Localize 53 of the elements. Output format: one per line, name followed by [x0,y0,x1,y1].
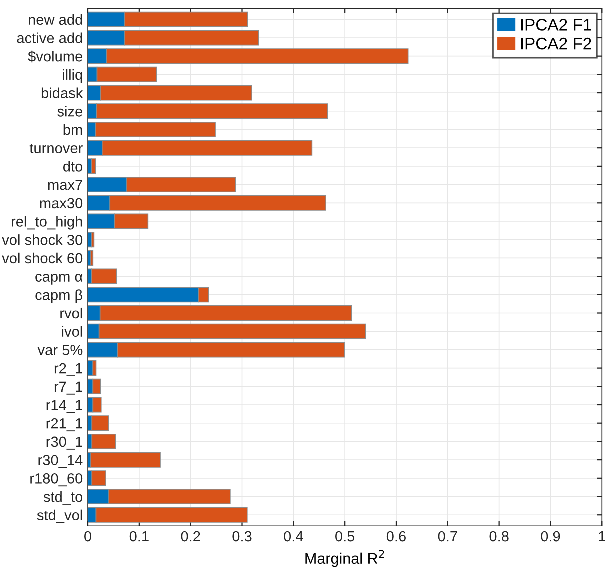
y-tick-label: std_to [44,491,83,505]
y-tick-label: r14_1 [46,400,82,414]
bar [90,250,94,266]
legend-label: IPCA2 F2 [521,38,592,50]
y-tick-label: active add [17,32,82,44]
y-tick-label: $volume [28,50,83,63]
y-tick-label: turnover [30,144,83,154]
y-tick-label: std_vol [37,510,82,524]
legend-label: IPCA2 F1 [521,19,592,31]
bar [92,416,109,432]
y-tick-label: var 5% [38,345,83,356]
y-tick-label: bidask [42,88,84,98]
bar [92,470,106,486]
x-tick-label: 0.6 [386,531,406,542]
y-tick-label: ivol [62,326,82,338]
x-axis-title: Marginal R$^{2}$ [306,550,384,568]
y-tick-label: rel_to_high [12,216,82,230]
y-tick-label: new add [28,14,82,26]
y-tick-label: r21_1 [46,418,82,432]
y-tick-label: size [58,106,83,117]
y-tick-label: rvol [60,308,82,319]
bar [92,397,102,413]
x-tick-label: 0.2 [181,531,200,542]
x-tick-label: 1 [599,532,606,542]
x-tick-label: 0.5 [336,531,355,542]
y-tick-label: max30 [40,198,83,209]
y-tick-label: r30_1 [46,436,82,450]
x-tick-label: 0 [84,531,92,542]
y-tick-label: bm [64,124,82,136]
x-tick-label: 0.8 [490,531,509,542]
x-tick-label: 0.9 [541,531,560,542]
bar [92,434,116,450]
y-tick-label: r30_14 [38,455,83,468]
y-tick-label: illiq [63,69,82,83]
bar [91,158,96,174]
x-tick-label: 0.7 [438,531,458,542]
x-tick-label: 0.3 [232,531,252,542]
bar [90,452,161,468]
y-tick-label: vol shock 30 [2,234,83,246]
y-tick-label: vol shock 60 [2,252,83,264]
x-tick-label: 0.4 [284,531,304,542]
bar [92,378,102,394]
y-tick-label: capm α [36,274,83,285]
y-tick-label: r2_1 [54,363,82,376]
y-tick-label: r180_60 [30,474,83,487]
y-tick-label: max7 [48,180,82,190]
x-tick-label: 0.1 [130,531,149,542]
y-tick-label: r7_1 [54,382,82,395]
bar [92,360,97,376]
bar [91,232,95,248]
y-tick-label: dto [63,161,83,172]
bar [91,268,118,284]
y-tick-label: capm β [36,290,83,304]
